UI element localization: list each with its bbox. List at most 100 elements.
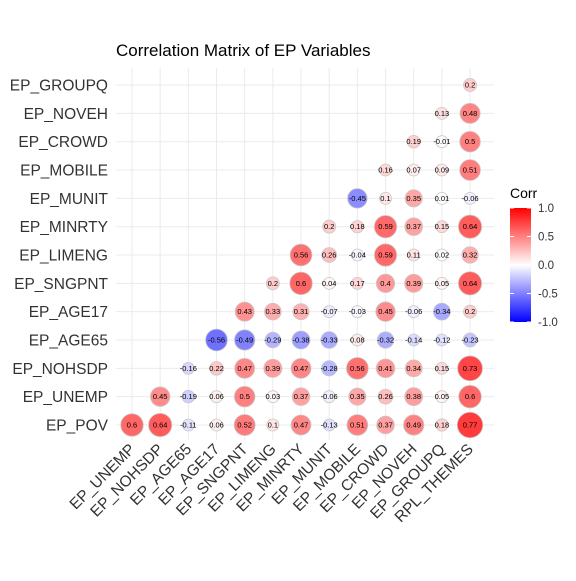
corr-circle [462,332,478,348]
corr-value-label: 0.73 [463,364,478,373]
corr-value-label: 0.37 [378,421,393,430]
corr-circle [266,418,280,432]
corr-circle [404,359,423,378]
legend-colorbar [510,208,531,322]
corr-circle [463,304,477,319]
corr-circle [377,388,394,405]
y-axis-labels: EP_POV EP_UNEMP EP_NOHSDP EP_AGE65 EP_AGE17 E… [10,78,109,435]
corr-circle [435,276,449,290]
corr-value-label: 0.59 [378,251,393,260]
corr-value-label: 0.51 [463,166,478,175]
corr-value-label: 0.43 [237,307,252,316]
corr-circle [148,412,173,438]
corr-value-label: -0.45 [349,194,366,203]
corr-circle [435,333,449,347]
corr-circle [320,331,338,349]
corr-circle [346,357,369,380]
corr-value-label: 0.17 [350,279,365,288]
corr-circle [150,386,171,407]
corr-circle [404,189,423,208]
corr-circle [350,305,364,319]
corr-value-label: 0.15 [435,364,450,373]
corr-value-label: 0.77 [463,421,478,430]
corr-value-label: 0.47 [294,364,309,373]
corr-circle [376,331,395,349]
corr-circle [210,390,223,404]
corr-circle [407,333,421,347]
y-tick-label: EP_MUNIT [30,191,109,208]
legend-tick-label: 0.5 [538,232,554,244]
corr-value-label: -0.34 [433,307,450,316]
corr-circle [375,301,396,322]
corr-value-label: 0.01 [435,194,450,203]
corr-value-label: 0.52 [237,421,252,430]
corr-circle [376,415,395,435]
corr-value-label: 0.4 [380,279,390,288]
y-tick-label: EP_POV [46,418,109,435]
corr-value-label: -0.04 [349,251,366,260]
corr-circle [181,418,195,432]
corr-value-label: 0.22 [209,364,224,373]
corr-value-label: -0.56 [208,336,225,345]
corr-circle [234,357,256,379]
y-tick-label: EP_AGE17 [29,304,108,321]
corr-value-label: -0.13 [321,421,338,430]
corr-circle [456,411,484,439]
corr-value-label: 0.39 [266,364,281,373]
corr-value-label: 0.39 [406,279,421,288]
corr-circle [435,248,449,262]
corr-value-label: 0.35 [350,392,365,401]
corr-circle [346,414,369,436]
corr-value-label: -0.06 [461,194,478,203]
corr-circle [463,191,477,205]
corr-value-label: 0.33 [266,307,281,316]
y-tick-label: EP_CROWD [18,134,108,151]
corr-value-label: 0.18 [435,421,450,430]
corr-circle [350,276,364,290]
corr-value-label: -0.32 [377,336,394,345]
x-axis-labels: EP_UNEMPEP_NOHSDPEP_AGE65EP_AGE17EP_SNGP… [67,440,477,525]
corr-circle [234,385,256,408]
color-legend: Corr 1.0 0.5 0.0 -0.5 -1.0 [510,185,558,329]
corr-value-label: 0.26 [322,251,337,260]
corr-circle [459,102,481,124]
corr-value-label: 0.6 [465,392,475,401]
corr-value-label: 0.38 [406,392,421,401]
corr-value-label: 0.41 [378,364,393,373]
y-tick-label: EP_NOHSDP [12,361,108,378]
corr-circle [205,328,228,352]
corr-circle [404,387,424,407]
corr-value-label: -0.19 [180,392,197,401]
corr-value-label: 0.04 [322,279,337,288]
corr-value-label: 0.56 [350,364,365,373]
corr-circle [458,214,483,239]
corr-circle [435,390,449,404]
corr-circle [459,159,481,181]
legend-tick-label: 1.0 [538,203,554,215]
corr-circle [289,271,313,296]
corr-value-label: 0.34 [406,364,421,373]
corr-circle [350,248,364,262]
corr-circle [458,385,482,409]
corr-circle [373,215,398,239]
corr-value-label: 0.18 [350,222,365,231]
corr-value-label: 0.45 [378,307,393,316]
corr-circle [463,78,477,92]
corr-value-label: -0.12 [433,336,450,345]
corr-value-label: -0.07 [321,307,338,316]
corr-value-label: 0.5 [239,392,249,401]
corr-value-label: -0.38 [292,336,309,345]
corr-value-label: 0.2 [324,222,334,231]
corr-value-label: 0.02 [435,251,450,260]
corr-value-label: 0.2 [268,279,278,288]
corr-value-label: -0.23 [461,336,478,345]
corr-value-label: 0.47 [237,364,252,373]
corr-value-label: 0.49 [406,421,421,430]
corr-circle [289,243,313,267]
corr-value-label: 0.64 [463,279,478,288]
corr-circle [291,387,311,406]
correlation-circles: 0.6 0.64 -0.11 0.06 0.52 0.1 0.47 -0.13 0.51 0.37… [120,78,484,439]
corr-circle [407,248,421,262]
corr-circle [435,106,449,120]
